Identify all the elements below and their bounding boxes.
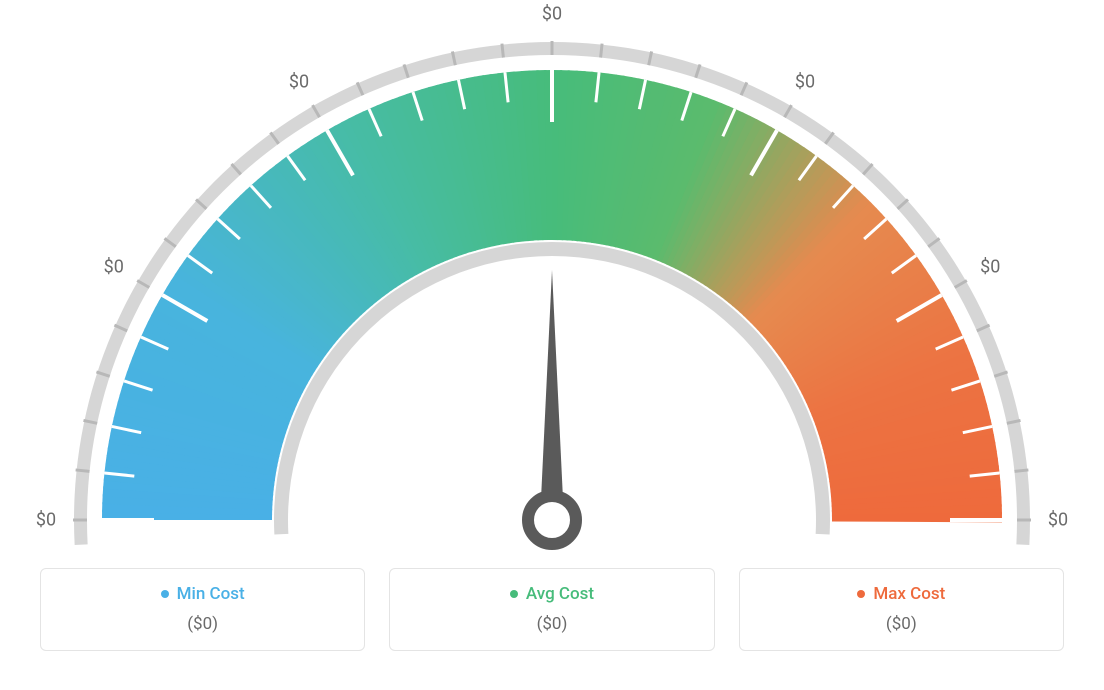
gauge-tick-label: $0 [1048, 510, 1068, 531]
legend-dot-avg [510, 590, 518, 598]
gauge-svg [0, 0, 1104, 560]
gauge-needle-hub [528, 496, 576, 544]
gauge-tick-label: $0 [980, 257, 1000, 278]
legend-title-min: Min Cost [161, 584, 245, 604]
legend-card-avg: Avg Cost ($0) [389, 568, 714, 651]
gauge-chart: $0 $0 $0 $0 $0 $0 $0 [0, 0, 1104, 560]
gauge-tick-label: $0 [795, 71, 815, 92]
legend-label-max: Max Cost [873, 584, 945, 604]
gauge-tick-label: $0 [542, 4, 562, 25]
legend-row: Min Cost ($0) Avg Cost ($0) Max Cost ($0) [0, 568, 1104, 651]
legend-card-max: Max Cost ($0) [739, 568, 1064, 651]
legend-value-min: ($0) [51, 614, 354, 634]
gauge-tick-label: $0 [36, 510, 56, 531]
legend-card-min: Min Cost ($0) [40, 568, 365, 651]
legend-value-avg: ($0) [400, 614, 703, 634]
legend-dot-min [161, 590, 169, 598]
gauge-tick-label: $0 [104, 257, 124, 278]
legend-title-avg: Avg Cost [510, 584, 594, 604]
legend-title-max: Max Cost [857, 584, 945, 604]
legend-label-avg: Avg Cost [526, 584, 594, 604]
gauge-needle [540, 270, 564, 520]
legend-value-max: ($0) [750, 614, 1053, 634]
legend-dot-max [857, 590, 865, 598]
gauge-tick-label: $0 [289, 71, 309, 92]
legend-label-min: Min Cost [177, 584, 245, 604]
